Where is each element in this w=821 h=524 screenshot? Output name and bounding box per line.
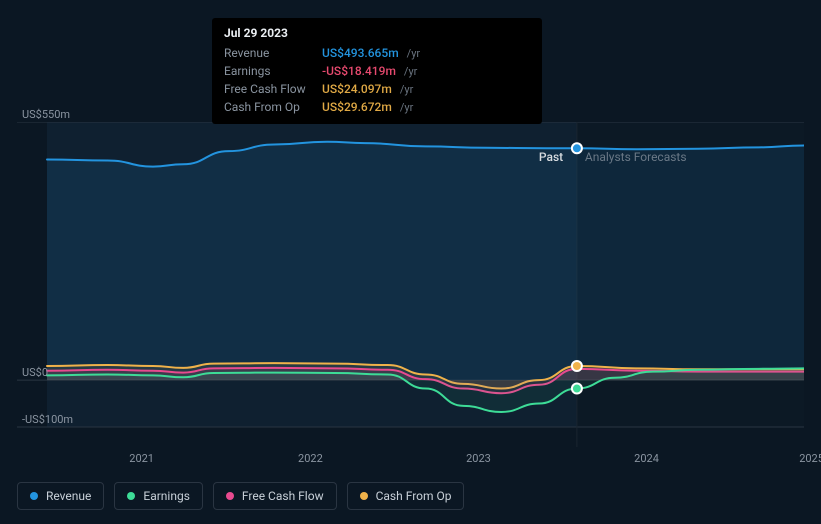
- legend-item-cash-from-op[interactable]: Cash From Op: [347, 482, 465, 510]
- tooltip-row-label: Free Cash Flow: [224, 82, 314, 96]
- forecast-label: Analysts Forecasts: [585, 150, 687, 164]
- x-axis-label: 2023: [466, 452, 491, 465]
- tooltip-row: Free Cash Flow US$24.097m/yr: [224, 80, 530, 98]
- tooltip-row-suffix: /yr: [400, 83, 413, 96]
- tooltip-row-suffix: /yr: [400, 101, 413, 114]
- y-axis-label: US$550m: [22, 108, 70, 121]
- tooltip-row-value: US$24.097m: [322, 82, 392, 96]
- legend-item-free-cash-flow[interactable]: Free Cash Flow: [213, 482, 337, 510]
- chart-svg: [17, 122, 804, 486]
- tooltip-row: Cash From Op US$29.672m/yr: [224, 98, 530, 116]
- legend-label: Free Cash Flow: [242, 489, 324, 503]
- y-axis-label: US$0: [22, 366, 48, 379]
- chart-area: Past Analysts Forecasts US$550mUS$0-US$1…: [17, 122, 804, 446]
- chart-tooltip: Jul 29 2023 RevenueUS$493.665m/yrEarning…: [212, 18, 542, 124]
- tooltip-rows: Revenue US$493.665m/yr Earnings -US$18.419m…: [224, 44, 530, 116]
- tooltip-row-label: Revenue: [224, 46, 314, 60]
- y-axis-label: -US$100m: [22, 413, 73, 426]
- tooltip-row-value: US$493.665m: [322, 46, 399, 60]
- legend-item-revenue[interactable]: Revenue: [17, 482, 104, 510]
- tooltip-row: Earnings -US$18.419m/yr: [224, 62, 530, 80]
- tooltip-row-label: Cash From Op: [224, 100, 314, 114]
- x-axis-label: 2024: [634, 452, 659, 465]
- legend: Revenue Earnings Free Cash Flow Cash From O…: [17, 482, 464, 510]
- tooltip-row-value: -US$18.419m: [322, 64, 396, 78]
- x-axis-label: 2022: [298, 452, 323, 465]
- tooltip-row-suffix: /yr: [407, 47, 420, 60]
- legend-dot: [360, 492, 368, 500]
- x-axis-label: 2025: [799, 452, 821, 465]
- x-axis-label: 2021: [129, 452, 154, 465]
- tooltip-row-suffix: /yr: [404, 65, 417, 78]
- tooltip-row-value: US$29.672m: [322, 100, 392, 114]
- tooltip-row: Revenue US$493.665m/yr: [224, 44, 530, 62]
- legend-label: Earnings: [143, 489, 190, 503]
- legend-dot: [226, 492, 234, 500]
- tooltip-date: Jul 29 2023: [224, 26, 530, 40]
- legend-dot: [127, 492, 135, 500]
- legend-label: Revenue: [46, 489, 91, 503]
- legend-label: Cash From Op: [376, 489, 452, 503]
- legend-item-earnings[interactable]: Earnings: [114, 482, 203, 510]
- tooltip-row-label: Earnings: [224, 64, 314, 78]
- past-label: Past: [539, 150, 563, 164]
- legend-dot: [30, 492, 38, 500]
